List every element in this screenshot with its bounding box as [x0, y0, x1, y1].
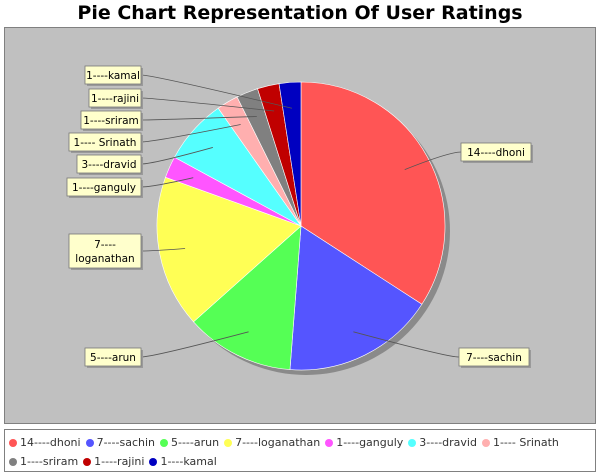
- pie-slice-2: [289, 225, 423, 371]
- leader-line-9: [140, 97, 275, 112]
- legend-label-1: 14----dhoni: [20, 436, 81, 449]
- label-box-9: [88, 88, 142, 108]
- slice-label-7: 1---- Srinath: [74, 137, 137, 149]
- leader-line-8: [140, 116, 257, 121]
- slice-label-5: 1----ganguly: [72, 182, 136, 194]
- leader-line-2: [353, 331, 460, 358]
- slice-label-9: 1----rajini: [91, 93, 139, 105]
- label-box-3: [84, 347, 142, 367]
- legend-item-1: 14----dhoni: [9, 433, 81, 452]
- legend-item-9: 1----rajini: [83, 452, 144, 471]
- legend-item-3: 5----arun: [160, 433, 219, 452]
- legend-label-6: 3----dravid: [419, 436, 477, 449]
- legend-item-10: 1----kamal: [149, 452, 217, 471]
- legend-label-5: 1----ganguly: [336, 436, 404, 449]
- legend-label-8: 1----sriram: [20, 455, 79, 468]
- slice-label-2: 7----sachin: [466, 352, 522, 364]
- legend-swatch-3: [160, 438, 168, 447]
- slice-label-1: 14----dhoni: [467, 147, 525, 159]
- label-box-10: [84, 65, 142, 85]
- leader-line-1: [404, 151, 462, 170]
- legend-swatch-8: [9, 457, 17, 466]
- leader-line-5: [140, 177, 194, 188]
- label-box-7: [68, 132, 142, 152]
- pie-slice-4: [156, 176, 302, 323]
- legend-label-7: 1---- Srinath: [492, 436, 559, 449]
- plot-area: 14----dhoni 7----sachin 5----arun 7----loga…: [4, 27, 596, 424]
- leader-line-10: [140, 74, 293, 109]
- legend-swatch-1: [9, 438, 17, 447]
- label-box-8: [80, 110, 142, 130]
- label-box-6: [76, 154, 142, 174]
- legend-swatch-4: [224, 438, 233, 447]
- legend-swatch-6: [408, 438, 417, 447]
- legend-swatch-7: [481, 438, 490, 447]
- label-box-4: [68, 233, 142, 269]
- pie-chart: 14----dhoni 7----sachin 5----arun 7----loga…: [66, 65, 533, 375]
- legend-item-8: 1----sriram: [9, 452, 78, 471]
- legend-item-5: 1----ganguly: [325, 433, 403, 452]
- legend-swatch-2: [85, 438, 94, 447]
- legend-label-3: 5----arun: [171, 436, 220, 449]
- leader-line-6: [140, 147, 213, 165]
- legend-swatch-10: [149, 457, 158, 466]
- legend-label-4: 7----loganathan: [235, 436, 321, 449]
- legend-label-10: 1----kamal: [160, 455, 217, 468]
- legend-item-4: 7----loganathan: [224, 433, 320, 452]
- label-box-1: [460, 142, 532, 162]
- legend-swatch-9: [83, 457, 92, 466]
- leader-line-4: [140, 248, 186, 252]
- slice-label-6: 3----dravid: [81, 159, 136, 171]
- leader-line-3: [140, 331, 249, 358]
- slice-label-8: 1----sriram: [83, 115, 139, 127]
- slice-label-4: 7----loganathan: [75, 239, 134, 265]
- legend-label-2: 7----sachin: [96, 436, 155, 449]
- pie-slice-10: [278, 81, 302, 227]
- legend: 14----dhoni 7----sachin 5----arun 7----loga…: [4, 429, 596, 472]
- legend-item-2: 7----sachin: [85, 433, 155, 452]
- leader-line-7: [140, 124, 241, 143]
- legend-swatch-5: [325, 438, 334, 447]
- label-box-5: [66, 177, 142, 197]
- label-box-2: [458, 347, 530, 367]
- chart-title: Pie Chart Representation Of User Ratings: [77, 2, 523, 24]
- legend-label-9: 1----rajini: [94, 455, 145, 468]
- legend-item-7: 1---- Srinath: [481, 433, 559, 452]
- slice-label-10: 1----kamal: [86, 70, 140, 82]
- slice-label-3: 5----arun: [90, 352, 136, 364]
- pie-slice-3: [193, 225, 302, 370]
- legend-item-6: 3----dravid: [408, 433, 477, 452]
- pie-slice-1: [300, 81, 446, 305]
